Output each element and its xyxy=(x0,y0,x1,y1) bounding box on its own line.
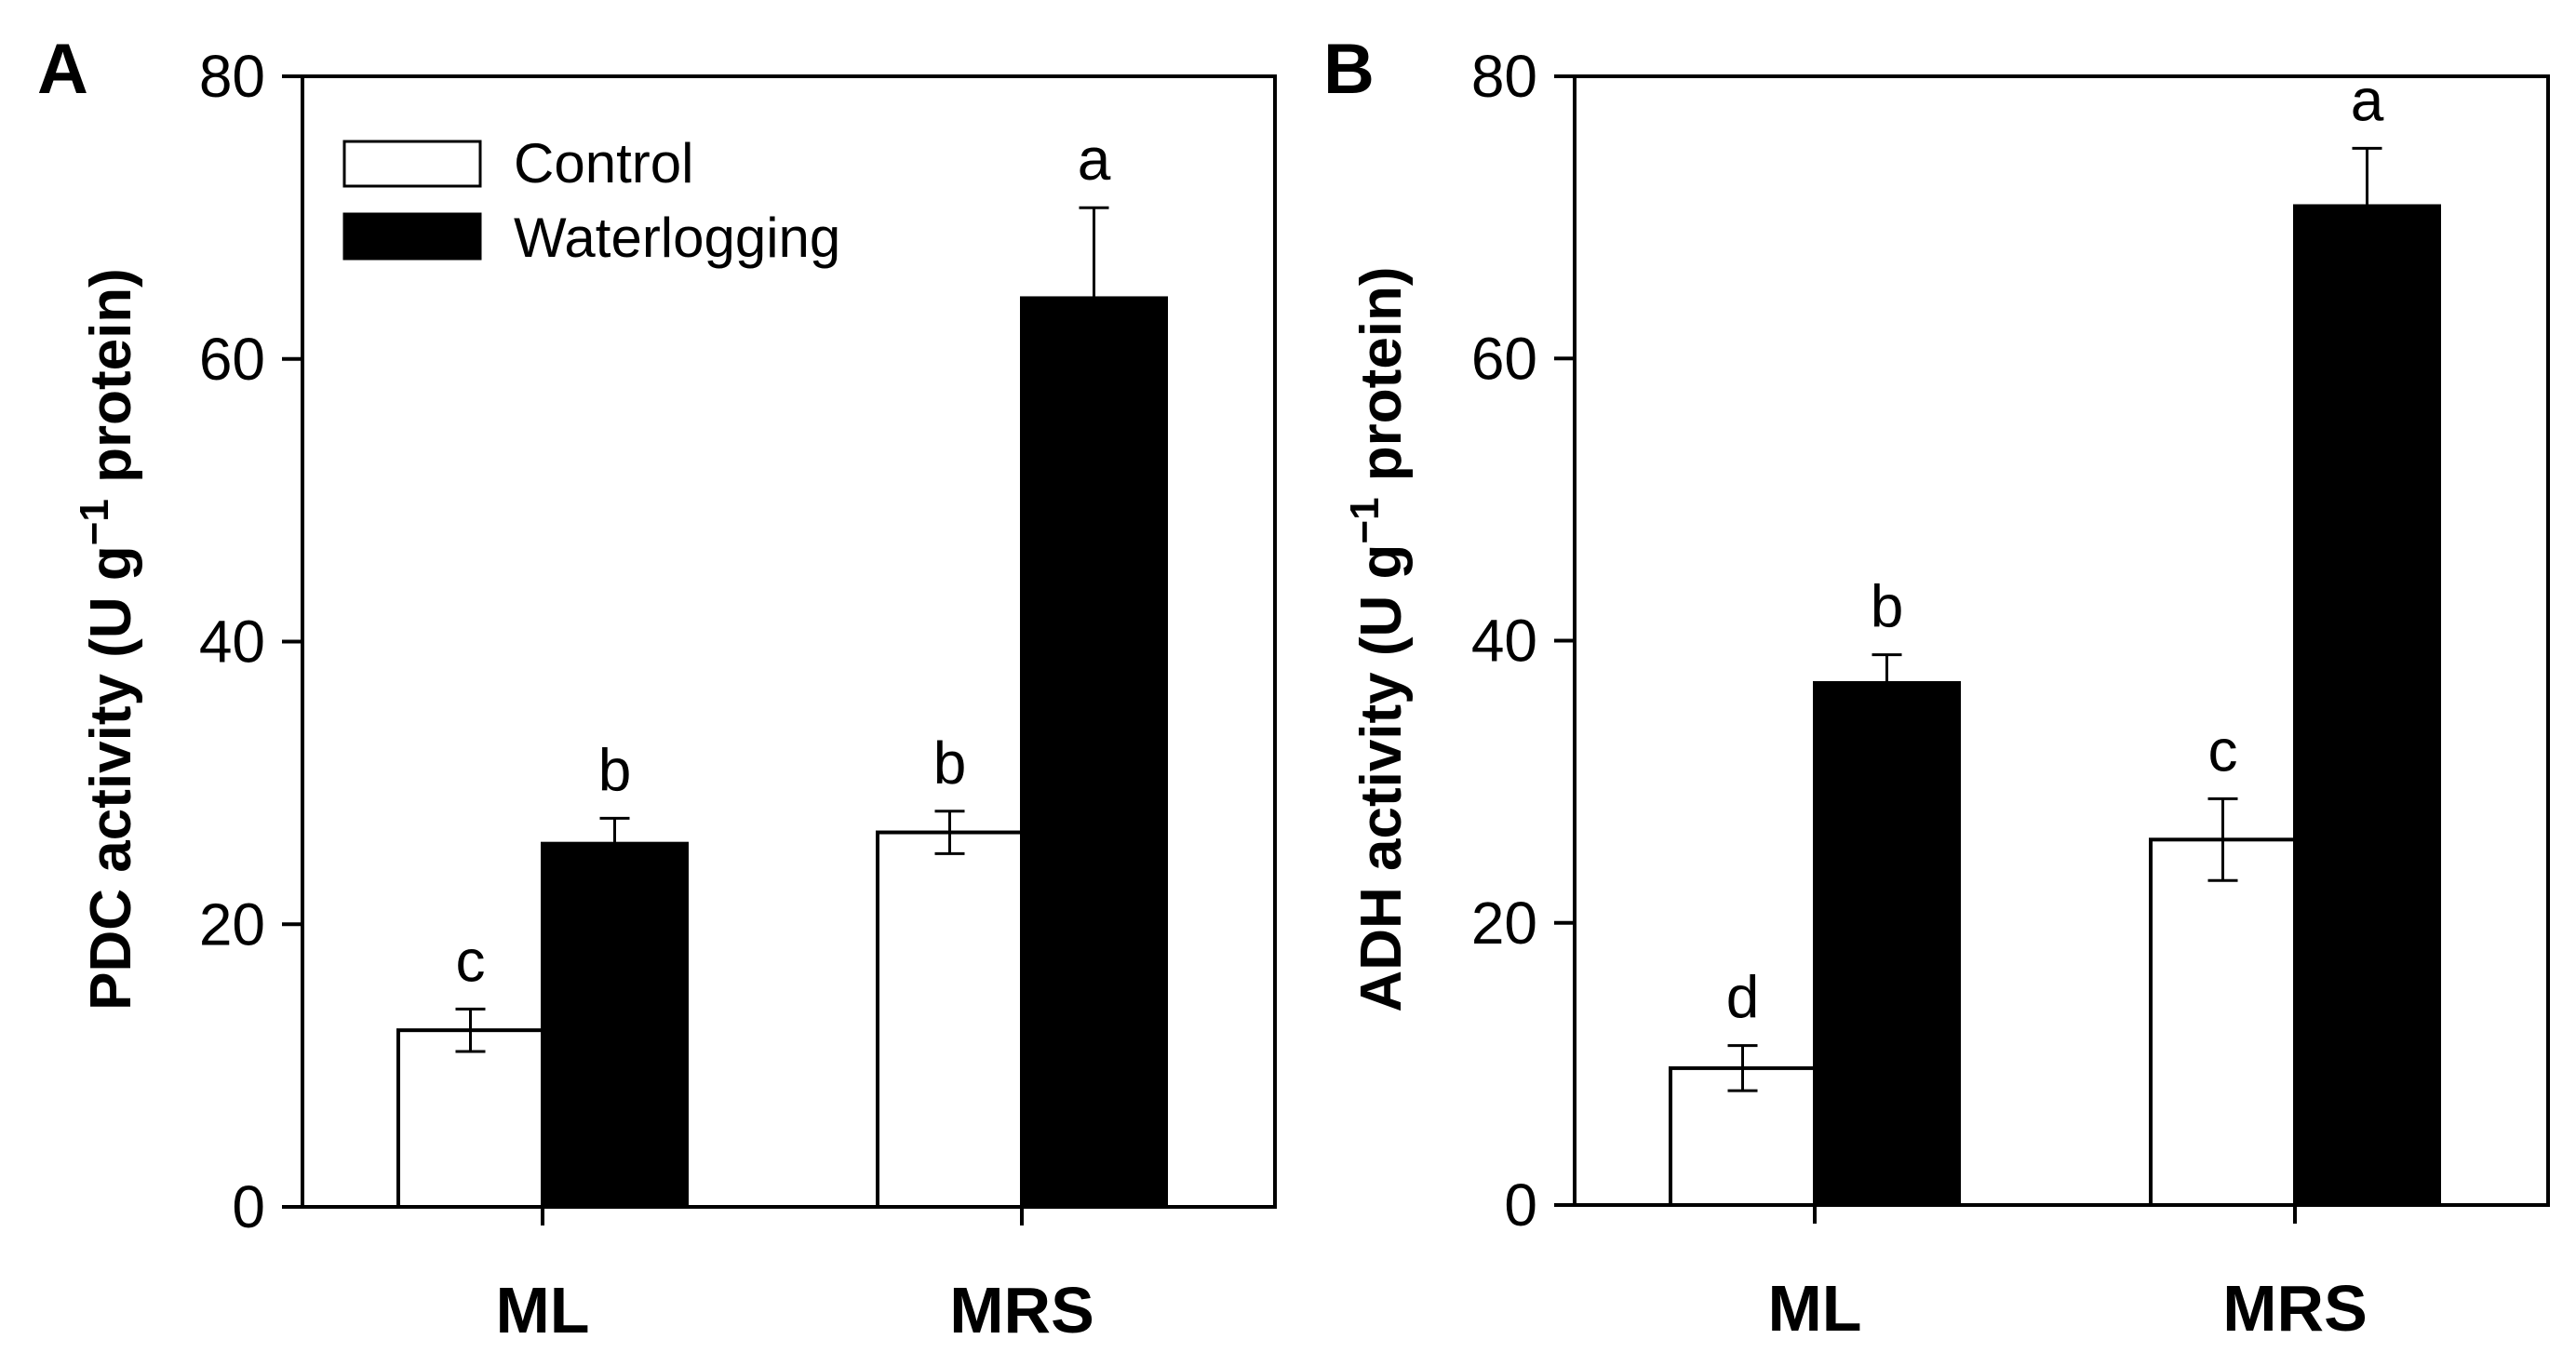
significance-letters-a: c b b a xyxy=(456,126,1111,994)
y-tick-label-2: 40 xyxy=(199,609,265,676)
plot-frame-a xyxy=(301,74,1277,1209)
sig-letter-waterlogging-mrs: a xyxy=(1078,126,1111,193)
y-tick-label-2: 40 xyxy=(1471,608,1537,675)
bar-waterlogging-mrs xyxy=(2293,204,2441,1207)
bar-control-mrs xyxy=(876,830,1024,1209)
legend-swatch-control xyxy=(342,140,482,188)
x-ticks-a: ML MRS xyxy=(495,1207,1094,1346)
bar-control-ml xyxy=(396,1028,544,1209)
x-ticks-b: ML MRS xyxy=(1767,1205,2368,1345)
legend-label-waterlogging: Waterlogging xyxy=(514,207,840,269)
bar-waterlogging-ml xyxy=(1813,680,1961,1207)
bars-a xyxy=(396,296,1168,1210)
y-axis-label-a: PDC activity (U g−1 protein) xyxy=(72,268,143,1011)
error-bars-b xyxy=(1727,146,2382,1092)
error-bars-a xyxy=(455,206,1109,1053)
x-category-label-mrs: MRS xyxy=(949,1274,1094,1346)
sig-letter-control-mrs: c xyxy=(2208,716,2238,783)
sig-letter-control-ml: d xyxy=(1726,964,1760,1031)
y-axis-label-b: ADH activity (U g−1 protein) xyxy=(1342,266,1414,1011)
x-category-label-ml: ML xyxy=(495,1274,589,1346)
bar-control-mrs xyxy=(2149,837,2297,1207)
sig-letter-control-mrs: b xyxy=(933,730,967,797)
y-tick-label-0: 0 xyxy=(1504,1172,1537,1239)
bars-b xyxy=(1669,204,2441,1207)
y-tick-label-1: 20 xyxy=(199,891,265,958)
legend-swatch-waterlogging xyxy=(342,212,482,261)
plot-frame-b xyxy=(1573,74,2550,1207)
panel-a: A PDC activity (U g−1 protein) 0 20 40 60 80… xyxy=(37,30,1277,1346)
y-tick-label-3: 60 xyxy=(199,326,265,393)
sig-letter-waterlogging-ml: b xyxy=(598,736,632,803)
y-ticks-b: 0 20 40 60 80 xyxy=(1471,43,1575,1239)
y-tick-label-1: 20 xyxy=(1471,890,1537,957)
panel-b: B ADH activity (U g−1 protein) 0 20 40 60 80… xyxy=(1323,30,2550,1345)
x-category-label-ml: ML xyxy=(1767,1272,1861,1345)
x-category-label-mrs: MRS xyxy=(2222,1272,2368,1345)
y-tick-label-4: 80 xyxy=(1471,43,1537,110)
y-tick-label-0: 0 xyxy=(232,1173,265,1240)
sig-letter-control-ml: c xyxy=(456,927,486,994)
sig-letter-waterlogging-ml: b xyxy=(1871,573,1904,640)
panel-label-a: A xyxy=(37,30,88,109)
panel-label-b: B xyxy=(1323,30,1375,109)
bar-waterlogging-mrs xyxy=(1020,296,1168,1210)
y-tick-label-4: 80 xyxy=(199,43,265,110)
legend: Control Waterlogging xyxy=(342,132,840,269)
legend-label-control: Control xyxy=(514,132,693,194)
y-tick-label-3: 60 xyxy=(1471,325,1537,392)
bar-waterlogging-ml xyxy=(541,841,689,1210)
y-ticks-a: 0 20 40 60 80 xyxy=(199,43,302,1240)
